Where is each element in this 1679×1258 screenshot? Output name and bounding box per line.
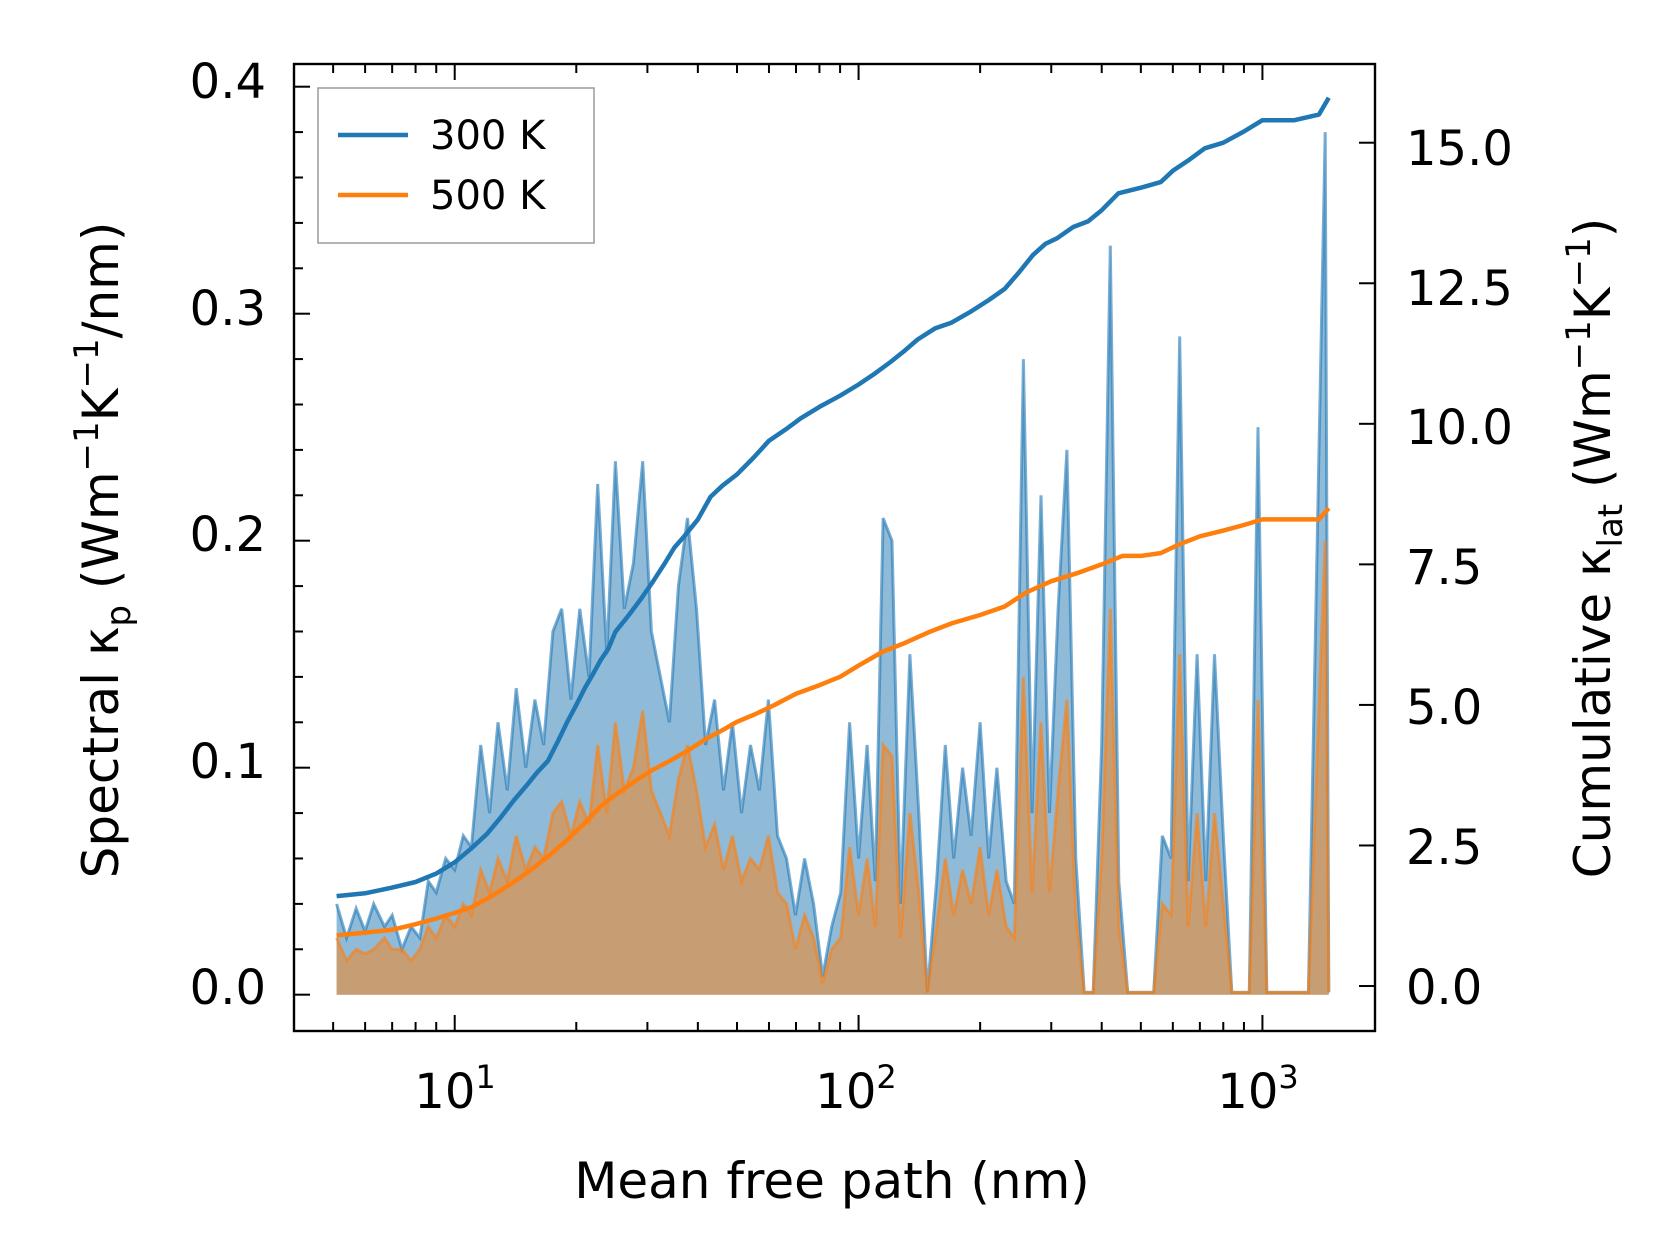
y-left-tick-label: 0.1 xyxy=(190,734,266,790)
axis-ticks xyxy=(293,64,1375,1031)
y-left-tick-label: 0.2 xyxy=(190,507,266,563)
legend-label-300k: 300 K xyxy=(430,113,547,159)
plot-area xyxy=(335,96,1331,995)
y-right-tick-label: 5.0 xyxy=(1406,680,1482,736)
spectral-fill-500k xyxy=(336,540,1329,995)
cumulative-line-300k xyxy=(336,96,1331,899)
y-right-tick-label: 15.0 xyxy=(1406,121,1513,177)
y-right-tick-labels: 0.0 2.5 5.0 7.5 10.0 12.5 15.0 xyxy=(1406,121,1513,1016)
y-left-tick-label: 0.0 xyxy=(190,960,266,1016)
spectral-fill-300k xyxy=(336,132,1329,995)
x-axis-title: Mean free path (nm) xyxy=(574,1152,1090,1210)
legend-box xyxy=(317,87,595,244)
y-right-tick-label: 10.0 xyxy=(1406,400,1513,456)
y-right-tick-label: 12.5 xyxy=(1406,261,1513,317)
x-tick-label: 103 xyxy=(1217,1058,1298,1120)
y-right-tick-label: 0.0 xyxy=(1406,960,1482,1016)
y-left-tick-label: 0.3 xyxy=(190,281,266,337)
y-left-tick-labels: 0.0 0.1 0.2 0.3 0.4 xyxy=(190,54,266,1016)
y-right-axis-title: Cumulative κlat (Wm−1K−1) xyxy=(1559,218,1631,878)
y-left-axis-title: Spectral κp (Wm−1K−1/nm) xyxy=(67,222,139,879)
legend-label-500k: 500 K xyxy=(430,173,547,219)
spectral-line-500k xyxy=(335,540,1331,994)
y-left-tick-label: 0.4 xyxy=(190,54,266,110)
x-tick-label: 102 xyxy=(815,1058,896,1120)
cumulative-line-500k xyxy=(336,506,1331,938)
x-axis-tick-labels: 101 102 103 xyxy=(414,1058,1298,1120)
legend: 300 K 500 K xyxy=(317,87,595,244)
x-tick-label: 101 xyxy=(414,1058,495,1120)
y-right-tick-label: 7.5 xyxy=(1406,540,1482,596)
plot-frame xyxy=(292,62,1377,1033)
y-right-tick-label: 2.5 xyxy=(1406,820,1482,876)
